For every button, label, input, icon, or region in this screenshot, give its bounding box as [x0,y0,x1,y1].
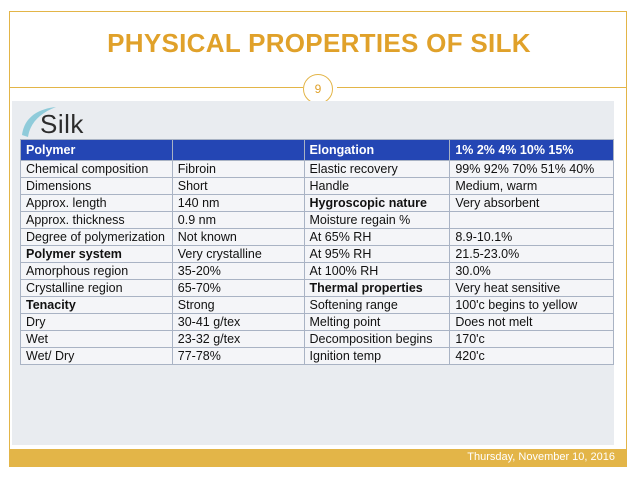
table-cell: Dry [20,313,173,331]
table-cell: 30-41 g/tex [171,313,305,331]
slide-title: PHYSICAL PROPERTIES OF SILK [107,28,531,58]
table-cell: Not known [171,228,305,246]
title-divider-right [337,87,627,88]
header-cell [171,139,305,161]
table-cell: 77-78% [171,347,305,365]
table-cell: Approx. length [20,194,173,212]
footer-bar: Thursday, November 10, 2016 [9,449,627,467]
page-number: 9 [303,74,333,104]
table-cell: 65-70% [171,279,305,297]
content-image: Silk Polymer Elongation 1% 2% 4% 10% 15% Ch… [12,101,614,445]
title-divider-left [9,87,303,88]
table-cell: 35-20% [171,262,305,280]
table-cell: Softening range [303,296,451,314]
table-row: Amorphous region 35-20% At 100% RH 30.0% [20,262,614,280]
table-cell: Melting point [303,313,451,331]
table-cell: Moisture regain % [303,211,451,229]
table-row: Approx. length 140 nm Hygroscopic nature Ve… [20,194,614,212]
table-cell: Degree of polymerization [20,228,173,246]
table-cell: Approx. thickness [20,211,173,229]
table-row: Wet/ Dry 77-78% Ignition temp 420'c [20,347,614,365]
table-cell: Tenacity [20,296,173,314]
table-cell: Elastic recovery [303,160,451,178]
table-cell: Wet [20,330,173,348]
table-cell: Dimensions [20,177,173,195]
table-cell: Amorphous region [20,262,173,280]
table-cell: 30.0% [449,262,614,280]
slide-date: Thursday, November 10, 2016 [467,451,615,463]
table-cell: 420'c [449,347,614,365]
table-cell: 99% 92% 70% 51% 40% [449,160,614,178]
table-cell: Strong [171,296,305,314]
table-row: Crystalline region 65-70% Thermal properti… [20,279,614,297]
table-header-row: Polymer Elongation 1% 2% 4% 10% 15% [20,139,614,161]
table-cell: Handle [303,177,451,195]
header-cell: Polymer [20,139,173,161]
table-cell: Wet/ Dry [20,347,173,365]
table-cell: At 65% RH [303,228,451,246]
swoosh-icon [22,107,56,137]
table-cell: Crystalline region [20,279,173,297]
table-cell: Short [171,177,305,195]
table-cell: Medium, warm [449,177,614,195]
table-cell: 21.5-23.0% [449,245,614,263]
logo-text: Silk [40,109,84,139]
table-row: Dry 30-41 g/tex Melting point Does not melt [20,313,614,331]
table-row: Approx. thickness 0.9 nm Moisture regain % [20,211,614,229]
table-cell: 23-32 g/tex [171,330,305,348]
table-cell: Very crystalline [171,245,305,263]
table-cell: 8.9-10.1% [449,228,614,246]
table-row: Dimensions Short Handle Medium, warm [20,177,614,195]
table-cell: 0.9 nm [171,211,305,229]
table-row: Tenacity Strong Softening range 100'c begin… [20,296,614,314]
table-cell: At 95% RH [303,245,451,263]
table-cell: Thermal properties [303,279,451,297]
properties-table: Polymer Elongation 1% 2% 4% 10% 15% Chemica… [20,139,614,365]
table-cell: Very absorbent [449,194,614,212]
header-cell: Elongation [303,139,451,161]
table-row: Degree of polymerization Not known At 65% … [20,228,614,246]
table-row: Wet 23-32 g/tex Decomposition begins 170'c [20,330,614,348]
table-cell: 100'c begins to yellow [449,296,614,314]
table-cell: Polymer system [20,245,173,263]
table-cell: Chemical composition [20,160,173,178]
table-cell: 140 nm [171,194,305,212]
table-row: Polymer system Very crystalline At 95% RH 2… [20,245,614,263]
silk-logo: Silk [18,105,138,141]
table-cell: Fibroin [171,160,305,178]
table-cell: Hygroscopic nature [303,194,451,212]
table-cell [449,211,614,229]
table-cell: 170'c [449,330,614,348]
table-cell: Very heat sensitive [449,279,614,297]
table-cell: At 100% RH [303,262,451,280]
table-cell: Decomposition begins [303,330,451,348]
table-cell: Does not melt [449,313,614,331]
table-cell: Ignition temp [303,347,451,365]
table-row: Chemical composition Fibroin Elastic recov… [20,160,614,178]
header-cell: 1% 2% 4% 10% 15% [449,139,614,161]
